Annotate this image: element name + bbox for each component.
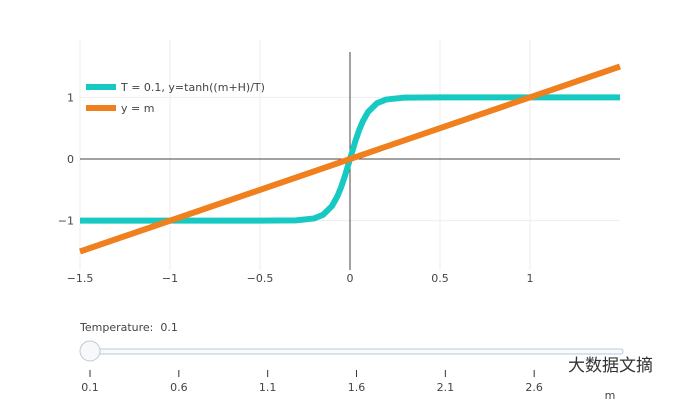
slider-tick-label: 1.1 — [259, 381, 277, 394]
x-tick-label: 1 — [527, 272, 534, 285]
slider-tick-label: 1.6 — [348, 381, 366, 394]
slider-tick-label: 0.6 — [170, 381, 188, 394]
y-tick-label: 1 — [67, 91, 74, 104]
x-tick-label: −1.5 — [67, 272, 94, 285]
legend-label-0[interactable]: T = 0.1, y=tanh((m+H)/T) — [120, 81, 265, 94]
slider-tick-label: 2.1 — [437, 381, 455, 394]
slider-tick-label: 0.1 — [81, 381, 99, 394]
series-line-1 — [79, 63, 621, 255]
x-tick-label: 0 — [347, 272, 354, 285]
y-tick-label: −1 — [58, 215, 74, 228]
slider-axis-label: m — [605, 389, 616, 402]
x-tick-label: −0.5 — [247, 272, 274, 285]
y-tick-label: 0 — [67, 153, 74, 166]
x-tick-label: −1 — [162, 272, 178, 285]
slider-handle[interactable] — [79, 340, 101, 362]
slider-label: Temperature: — [79, 321, 153, 334]
slider-track[interactable] — [89, 348, 624, 355]
slider-tick-label: 2.6 — [525, 381, 543, 394]
legend-label-1[interactable]: y = m — [121, 102, 154, 115]
x-tick-label: 0.5 — [431, 272, 449, 285]
slider-current-value: 0.1 — [160, 321, 178, 334]
watermark: 大数据文摘 — [568, 356, 653, 376]
